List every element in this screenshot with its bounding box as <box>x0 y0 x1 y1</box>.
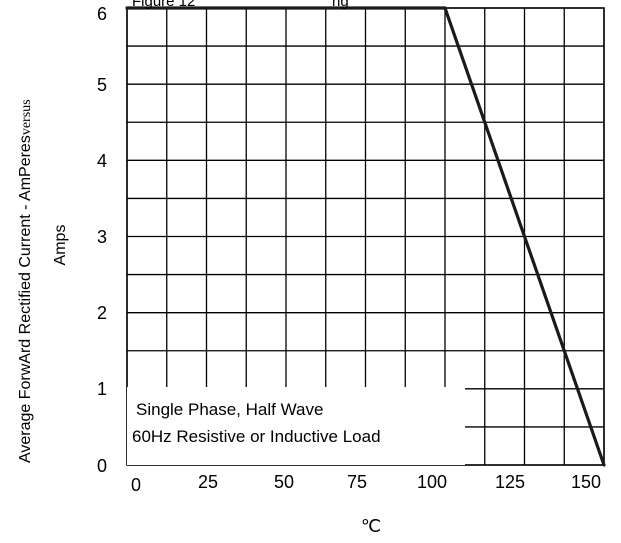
y-tick-label: 2 <box>97 303 107 323</box>
y-axis-label-suffix: versus <box>19 99 34 135</box>
series-line-segment <box>443 6 606 467</box>
annotation-line-1: Single Phase, Half Wave <box>136 400 323 419</box>
y-tick-label: 1 <box>97 379 107 399</box>
title-fragment-left: Figure 12 <box>132 0 195 10</box>
y-axis-unit: Amps <box>52 225 69 266</box>
x-tick-label: 125 <box>495 472 525 492</box>
x-axis-label: ℃ <box>361 516 381 536</box>
y-axis-label: Average ForwArd Rectified Current - AmPe… <box>17 99 34 463</box>
series <box>125 6 606 467</box>
annotation-box <box>127 387 465 465</box>
y-tick-label: 6 <box>97 4 107 24</box>
title-fragment-right: ng <box>332 0 349 10</box>
x-tick-label: 25 <box>198 472 218 492</box>
x-tick-label: 75 <box>347 472 367 492</box>
x-tick-label: 150 <box>571 472 601 492</box>
annotation-line-2: 60Hz Resistive or Inductive Load <box>132 427 381 446</box>
x-tick-label: 0 <box>131 475 141 495</box>
x-tick-label: 100 <box>417 472 447 492</box>
x-tick-label: 50 <box>274 472 294 492</box>
y-tick-label: 0 <box>97 456 107 476</box>
y-tick-label: 5 <box>97 75 107 95</box>
y-tick-label: 3 <box>97 227 107 247</box>
y-axis-label-main: Average ForwArd Rectified Current - AmPe… <box>17 135 34 463</box>
y-tick-label: 4 <box>97 151 107 171</box>
